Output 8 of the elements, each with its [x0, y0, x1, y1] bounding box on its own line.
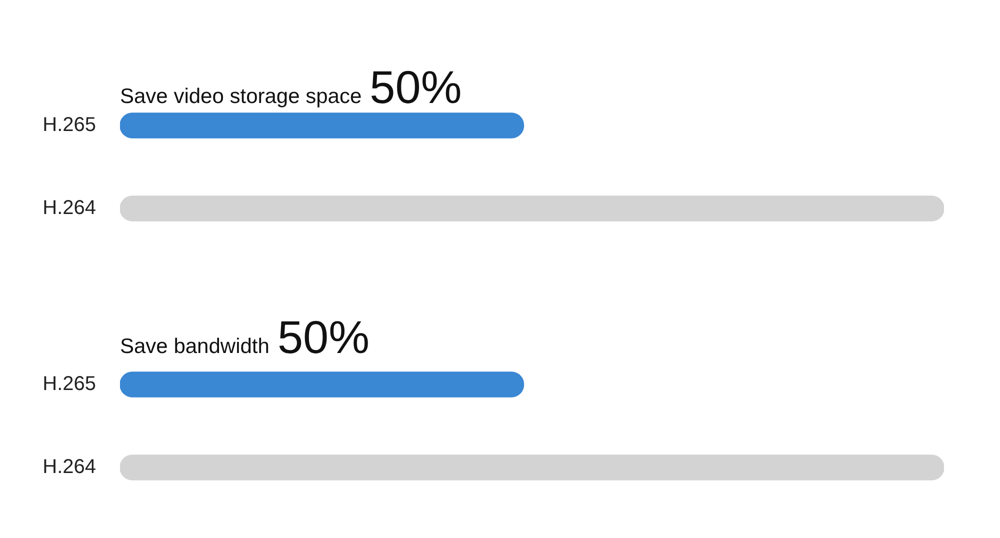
- y-tick-label: H.265: [42, 373, 96, 396]
- y-tick-label: H.264: [42, 197, 96, 220]
- annotation: 50%: [277, 310, 370, 364]
- y-tick-label: H.265: [42, 114, 96, 136]
- chart-title: Save video storage space: [120, 85, 362, 109]
- y-tick-label: H.264: [42, 456, 96, 478]
- chart-title: Save bandwidth: [120, 335, 270, 359]
- annotation: 50%: [370, 60, 462, 114]
